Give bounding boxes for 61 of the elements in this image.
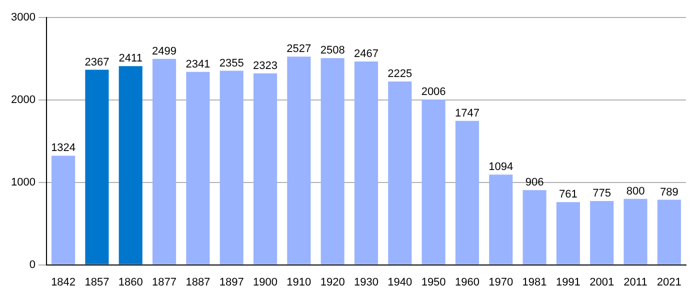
data-label: 761 [559, 188, 578, 201]
bar [455, 120, 479, 264]
data-label: 789 [660, 186, 678, 198]
x-tick-label: 1991 [556, 276, 580, 288]
data-label: 2225 [388, 68, 412, 80]
bar [253, 73, 278, 264]
data-label: 775 [592, 187, 612, 200]
data-label: 906 [525, 176, 544, 189]
x-tick-label: 2021 [656, 276, 682, 288]
data-label: 2508 [320, 44, 345, 57]
y-tick-label: 0 [29, 258, 36, 271]
data-label: 1324 [51, 142, 76, 154]
data-label: 2467 [354, 48, 378, 60]
x-tick-label: 1900 [253, 276, 278, 288]
data-label: 2341 [186, 58, 210, 70]
x-tick-label: 1960 [454, 276, 480, 288]
x-tick-label: 2001 [590, 276, 614, 288]
bar [354, 62, 378, 264]
data-label: 2355 [219, 57, 244, 70]
bar [320, 58, 344, 264]
x-tick-label: 1860 [118, 276, 143, 288]
x-tick-label: 2011 [624, 276, 648, 288]
bar [220, 70, 244, 264]
bar [152, 58, 176, 264]
bar [556, 202, 580, 264]
bar [388, 81, 412, 264]
x-tick-label: 1940 [388, 276, 412, 288]
x-tick-label: 1887 [186, 276, 210, 288]
x-tick-label: 1920 [320, 276, 345, 288]
x-tick-label: 1970 [488, 276, 514, 288]
x-tick-label: 1910 [286, 276, 312, 288]
x-tick-label: 1842 [51, 276, 76, 288]
bar [657, 200, 681, 264]
bar [287, 56, 311, 264]
y-tick-label: 2000 [10, 94, 36, 106]
bar [422, 100, 446, 264]
bar [118, 66, 142, 264]
x-tick-label: 1897 [219, 276, 244, 288]
data-label: 800 [626, 185, 645, 198]
bar [590, 200, 614, 264]
data-label: 2367 [84, 56, 110, 68]
y-tick-label: 1000 [10, 176, 36, 188]
y-tick-label: 3000 [10, 12, 36, 24]
data-label: 2323 [253, 60, 278, 72]
x-tick-label: 1877 [152, 276, 177, 288]
bar [52, 156, 76, 264]
data-label: 1747 [454, 107, 480, 120]
bar [522, 190, 546, 264]
bar [186, 72, 210, 264]
x-tick-label: 1981 [522, 276, 547, 288]
bar [624, 198, 648, 264]
data-label: 1094 [488, 161, 514, 174]
data-label: 2499 [152, 45, 177, 58]
x-tick-label: 1857 [84, 276, 110, 288]
data-label: 2411 [118, 52, 142, 65]
data-label: 2006 [421, 86, 446, 98]
data-label: 2527 [286, 43, 312, 56]
x-tick-label: 1930 [354, 276, 378, 288]
bar [85, 70, 109, 264]
x-tick-label: 1950 [421, 276, 446, 288]
bar [489, 174, 513, 264]
